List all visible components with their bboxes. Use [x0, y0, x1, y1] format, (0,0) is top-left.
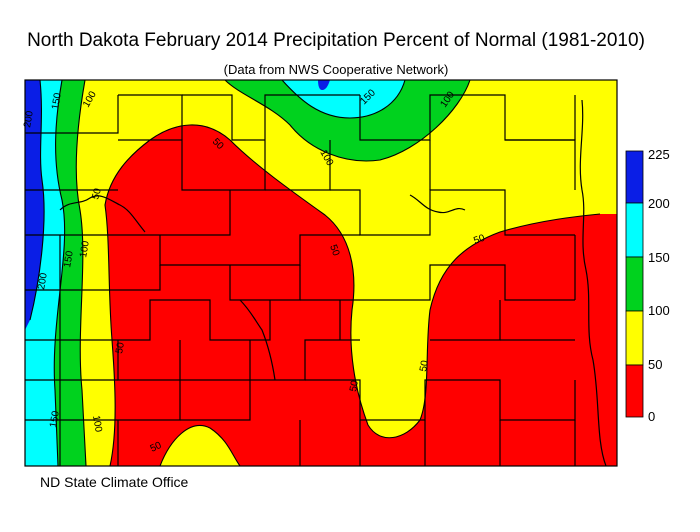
legend-tick-200: 200: [648, 196, 670, 211]
contour-label: 150: [62, 250, 76, 269]
legend-band-150-200: [625, 202, 644, 258]
legend-band-0-50: [625, 364, 644, 418]
legend-tick-50: 50: [648, 357, 663, 372]
county-borders: [24, 79, 618, 467]
contour-lines: [29, 79, 601, 467]
map-subtitle: (Data from NWS Cooperative Network): [223, 62, 449, 77]
legend-tick-150: 150: [648, 250, 670, 265]
contour-label: 100: [78, 240, 92, 259]
contour-label: 150: [48, 410, 62, 429]
legend-tick-225: 225: [648, 147, 670, 162]
band-150-200-north: [282, 80, 405, 118]
contour-label: 50: [114, 341, 127, 354]
legend-band-200-225: [625, 150, 644, 204]
legend-tick-100: 100: [648, 303, 670, 318]
contour-label: 100: [90, 415, 104, 434]
contour-label: 50: [472, 233, 487, 247]
contour-label: 50: [348, 379, 361, 392]
legend-tick-0: 0: [648, 409, 656, 424]
contour-label: 50: [327, 243, 341, 258]
legend-band-50-100: [625, 310, 644, 366]
contour-label: 200: [22, 110, 36, 129]
contour-label: 50: [90, 187, 104, 201]
contour-labels: 200 150 100 150 100 50 50 100 150 100 50…: [22, 87, 487, 454]
contour-label: 200: [36, 272, 50, 291]
band-0-50-central: [105, 124, 617, 467]
legend-band-100-150: [625, 256, 644, 312]
contour-label: 150: [50, 92, 64, 111]
band-200-225-north: [318, 80, 330, 90]
map-title: North Dakota February 2014 Precipitation…: [27, 30, 645, 51]
band-50-100-notch: [160, 425, 240, 466]
credit-text: ND State Climate Office: [40, 474, 189, 490]
band-100-150-north: [225, 80, 470, 161]
contour-label: 50: [418, 359, 431, 372]
band-200-225-west: [25, 80, 45, 330]
legend-colorbar: [625, 150, 644, 418]
river-lines: [59, 99, 607, 467]
contour-label: 50: [149, 440, 164, 455]
